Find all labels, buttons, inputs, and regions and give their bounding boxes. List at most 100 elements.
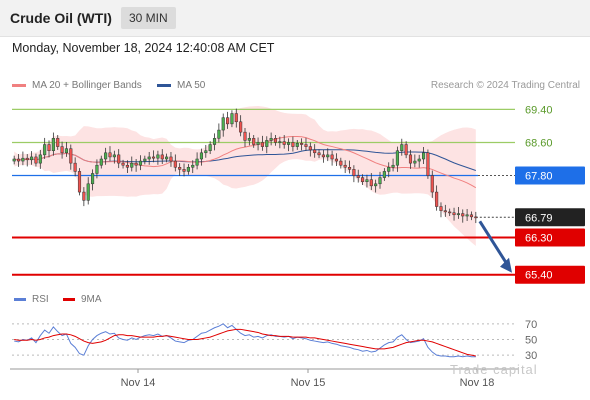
interval-button[interactable]: 30 MIN <box>121 7 176 29</box>
rsi-swatch <box>14 298 26 301</box>
candle-body <box>38 154 42 164</box>
candle-body <box>77 171 82 193</box>
level-label-resistance: 69.40 <box>525 104 553 116</box>
candle-body <box>426 152 430 176</box>
candle-body <box>413 160 417 164</box>
candle-body <box>60 146 64 154</box>
level-tag-last <box>515 208 585 227</box>
candle-body <box>286 142 291 145</box>
rsi-level-label: 30 <box>525 350 537 362</box>
legend-ma50: MA 50 <box>157 80 205 91</box>
candle-body <box>330 154 334 160</box>
level-label-support: 65.40 <box>525 270 553 282</box>
candle-body <box>95 164 99 174</box>
candle-body <box>217 129 221 139</box>
candle-body <box>395 150 399 166</box>
candle-body <box>334 158 339 162</box>
candle-body <box>165 156 169 160</box>
candle-body <box>104 152 108 160</box>
candle-body <box>291 142 295 147</box>
candle-body <box>117 154 121 164</box>
candle-body <box>365 179 369 182</box>
rsi-label: RSI <box>32 294 49 305</box>
timestamp: Monday, November 18, 2024 12:40:08 AM CE… <box>12 41 275 55</box>
candle-body <box>452 212 456 216</box>
candle-body <box>304 144 308 147</box>
candle-body <box>86 183 90 201</box>
candle-body <box>191 164 195 168</box>
candle-body <box>151 156 156 159</box>
candle-body <box>143 158 147 162</box>
level-label-support: 66.30 <box>525 233 553 245</box>
candle-body <box>73 162 77 172</box>
candle-body <box>378 177 382 185</box>
candle-body <box>461 213 465 217</box>
candle-body <box>369 179 373 187</box>
candle-body <box>234 113 238 123</box>
candle-body <box>160 154 164 160</box>
level-label-pivot: 67.80 <box>525 171 553 183</box>
x-tick-label: Nov 14 <box>121 377 156 389</box>
candle-body <box>82 191 86 201</box>
candle-body <box>134 162 138 166</box>
candle-body <box>226 117 230 125</box>
level-label-last: 66.79 <box>525 212 553 224</box>
candle-body <box>239 121 243 133</box>
ma50-label: MA 50 <box>177 80 206 91</box>
candle-body <box>313 149 317 154</box>
candle-body <box>156 154 160 159</box>
candle-body <box>269 138 273 141</box>
candle-body <box>265 140 269 147</box>
candle-body <box>212 138 217 145</box>
candle-body <box>295 143 299 147</box>
candle-body <box>435 191 439 207</box>
candle-body <box>16 158 21 162</box>
candle-body <box>34 156 38 164</box>
legend-rsi: RSI <box>14 294 49 305</box>
candle-body <box>91 173 95 185</box>
candle-body <box>391 164 395 168</box>
credit-text: Research © 2024 Trading Central <box>430 80 580 91</box>
candle-body <box>69 148 73 164</box>
projection-arrow-head <box>500 257 512 273</box>
candle-body <box>300 143 304 145</box>
candle-body <box>343 164 347 168</box>
candle-body <box>121 162 125 166</box>
rsi-level-label: 50 <box>525 335 537 347</box>
candle-body <box>199 152 204 160</box>
candle-body <box>230 113 234 125</box>
legend-ma20: MA 20 + Bollinger Bands <box>12 80 142 91</box>
x-tick-label: Nov 18 <box>460 377 495 389</box>
candle-body <box>408 154 413 164</box>
candle-body <box>317 152 321 156</box>
candle-body <box>417 158 421 162</box>
instrument-title: Crude Oil (WTI) <box>10 10 112 26</box>
candle-body <box>356 175 360 178</box>
rsi-level-label: 70 <box>525 319 537 331</box>
candle-body <box>474 216 478 219</box>
candle-body <box>64 148 68 154</box>
candle-body <box>260 142 264 147</box>
level-label-resistance: 68.60 <box>525 137 553 149</box>
candle-body <box>108 152 112 158</box>
ma20-swatch <box>12 84 26 87</box>
candle-body <box>56 138 60 147</box>
candle-body <box>352 169 356 176</box>
ma20-label: MA 20 + Bollinger Bands <box>32 80 142 91</box>
ma9-swatch <box>63 298 75 301</box>
candle-body <box>178 167 182 170</box>
candle-body <box>47 144 51 151</box>
candle-body <box>51 138 55 151</box>
candle-body <box>339 160 343 166</box>
candle-body <box>169 156 173 162</box>
candle-body <box>182 169 186 172</box>
rsi-line <box>14 323 476 358</box>
candle-body <box>204 150 208 154</box>
candle-body <box>186 167 190 172</box>
projection-arrow-shaft <box>478 220 510 267</box>
candle-body <box>208 144 212 151</box>
level-tag-support <box>515 265 585 284</box>
candle-body <box>125 164 129 168</box>
candle-body <box>282 141 286 145</box>
